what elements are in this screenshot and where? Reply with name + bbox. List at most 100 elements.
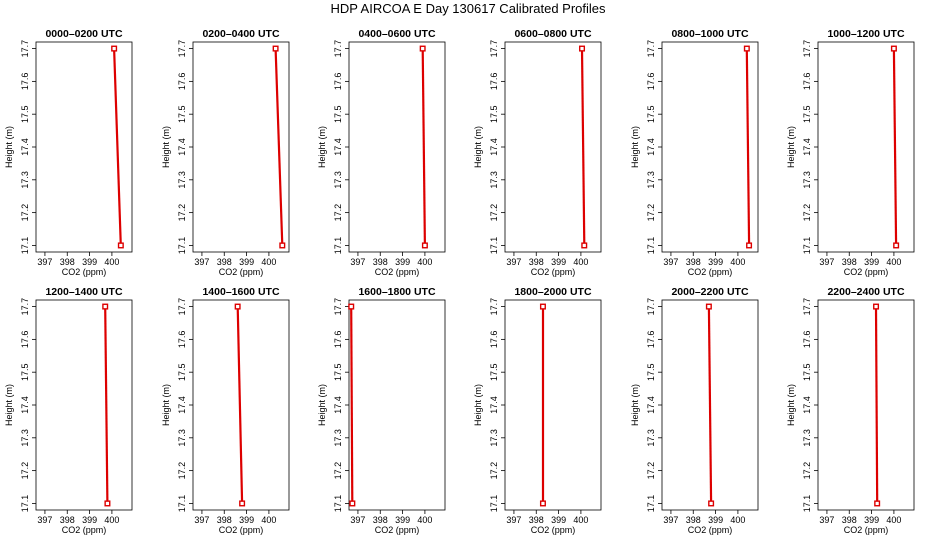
x-tick-label: 398 xyxy=(529,515,544,525)
y-tick-label: 17.1 xyxy=(333,495,343,513)
y-tick-label: 17.4 xyxy=(489,138,499,156)
panel-title: 1200–1400 UTC xyxy=(45,286,122,298)
x-tick-label: 397 xyxy=(663,515,678,525)
data-point xyxy=(419,45,426,52)
x-tick-label: 397 xyxy=(506,515,521,525)
y-tick-label: 17.5 xyxy=(333,363,343,381)
y-axis-label: Height (m) xyxy=(786,126,796,168)
y-tick-label: 17.7 xyxy=(646,298,656,316)
profile-panel: 0200–0400 UTC 397 398 399 400 17.1 17.2 17.3 17.… xyxy=(161,28,290,277)
y-tick-label: 17.3 xyxy=(802,429,812,447)
y-tick-label: 17.5 xyxy=(802,363,812,381)
y-tick-label: 17.3 xyxy=(489,171,499,189)
data-point xyxy=(421,242,428,249)
panel-title: 0200–0400 UTC xyxy=(202,28,279,40)
y-axis-label: Height (m) xyxy=(161,126,171,168)
y-tick-label: 17.1 xyxy=(177,237,187,255)
data-point xyxy=(117,242,124,249)
y-tick-label: 17.7 xyxy=(177,298,187,316)
x-tick-label: 397 xyxy=(506,257,521,267)
x-tick-label: 398 xyxy=(60,257,75,267)
y-tick-label: 17.5 xyxy=(646,363,656,381)
y-tick-label: 17.6 xyxy=(20,73,30,91)
y-tick-label: 17.6 xyxy=(489,331,499,349)
y-tick-label: 17.1 xyxy=(646,495,656,513)
y-tick-label: 17.4 xyxy=(646,396,656,414)
data-point xyxy=(102,303,109,310)
y-tick-label: 17.4 xyxy=(489,396,499,414)
profile-line xyxy=(236,306,244,504)
x-tick-label: 400 xyxy=(104,515,119,525)
y-tick-label: 17.1 xyxy=(177,495,187,513)
x-tick-label: 399 xyxy=(864,515,879,525)
y-tick-label: 17.3 xyxy=(177,429,187,447)
profile-panel: 1400–1600 UTC 397 398 399 400 17.1 17.2 17.3 17.… xyxy=(161,286,290,535)
y-tick-label: 17.2 xyxy=(177,462,187,480)
x-axis-label: CO2 (ppm) xyxy=(844,525,889,535)
y-tick-label: 17.7 xyxy=(177,40,187,58)
y-tick-label: 17.5 xyxy=(177,105,187,123)
x-tick-label: 397 xyxy=(350,515,365,525)
y-tick-label: 17.3 xyxy=(333,429,343,447)
x-axis-label: CO2 (ppm) xyxy=(531,525,576,535)
y-tick-label: 17.7 xyxy=(802,298,812,316)
x-tick-label: 400 xyxy=(886,515,901,525)
x-tick-label: 397 xyxy=(819,257,834,267)
x-tick-label: 397 xyxy=(663,257,678,267)
y-tick-label: 17.3 xyxy=(177,171,187,189)
y-tick-label: 17.3 xyxy=(802,171,812,189)
x-tick-label: 399 xyxy=(551,257,566,267)
x-axis-label: CO2 (ppm) xyxy=(375,267,420,277)
x-tick-label: 400 xyxy=(886,257,901,267)
plot-frame xyxy=(35,299,133,511)
data-point xyxy=(279,242,286,249)
data-point xyxy=(539,303,546,310)
x-tick-label: 398 xyxy=(217,257,232,267)
panel-title: 0400–0600 UTC xyxy=(358,28,435,40)
x-axis-label: CO2 (ppm) xyxy=(844,267,889,277)
y-axis-label: Height (m) xyxy=(473,126,483,168)
y-axis-label: Height (m) xyxy=(4,126,14,168)
x-tick-label: 399 xyxy=(395,515,410,525)
y-tick-label: 17.1 xyxy=(489,495,499,513)
y-tick-label: 17.2 xyxy=(333,462,343,480)
plot-frame xyxy=(817,41,915,253)
y-tick-label: 17.7 xyxy=(20,298,30,316)
y-axis-label: Height (m) xyxy=(473,384,483,426)
panel-title: 1000–1200 UTC xyxy=(827,28,904,40)
y-axis-label: Height (m) xyxy=(630,126,640,168)
y-tick-label: 17.2 xyxy=(20,204,30,222)
panel-title: 2200–2400 UTC xyxy=(827,286,904,298)
x-tick-label: 399 xyxy=(239,257,254,267)
x-tick-label: 399 xyxy=(239,515,254,525)
plot-frame xyxy=(348,41,446,253)
y-tick-label: 17.3 xyxy=(20,171,30,189)
profile-line xyxy=(113,48,122,246)
y-tick-label: 17.7 xyxy=(333,40,343,58)
y-tick-label: 17.2 xyxy=(802,462,812,480)
x-tick-label: 398 xyxy=(373,515,388,525)
data-point xyxy=(874,500,881,507)
x-tick-label: 398 xyxy=(686,257,701,267)
plot-frame xyxy=(192,41,290,253)
x-tick-label: 399 xyxy=(82,515,97,525)
x-tick-label: 400 xyxy=(417,515,432,525)
y-tick-label: 17.6 xyxy=(646,331,656,349)
y-tick-label: 17.7 xyxy=(802,40,812,58)
y-tick-label: 17.6 xyxy=(177,73,187,91)
y-tick-label: 17.5 xyxy=(489,105,499,123)
profile-panel: 0400–0600 UTC 397 398 399 400 17.1 17.2 17.3 17.… xyxy=(317,28,446,277)
y-tick-label: 17.2 xyxy=(646,462,656,480)
plot-frame xyxy=(817,299,915,511)
x-axis-label: CO2 (ppm) xyxy=(219,525,264,535)
x-tick-label: 398 xyxy=(842,515,857,525)
profile-panel: 0600–0800 UTC 397 398 399 400 17.1 17.2 17.3 17.… xyxy=(473,28,602,277)
panel-title: 1800–2000 UTC xyxy=(514,286,591,298)
x-axis-label: CO2 (ppm) xyxy=(375,525,420,535)
y-tick-label: 17.6 xyxy=(489,73,499,91)
panel-title: 0000–0200 UTC xyxy=(45,28,122,40)
y-tick-label: 17.1 xyxy=(333,237,343,255)
profile-panel: 1600–1800 UTC 397 398 399 400 17.1 17.2 17.3 17.… xyxy=(317,286,446,535)
panel-grid: 0000–0200 UTC 397 398 399 400 17.1 17.2 17.3 17.… xyxy=(4,28,915,535)
x-tick-label: 397 xyxy=(350,257,365,267)
